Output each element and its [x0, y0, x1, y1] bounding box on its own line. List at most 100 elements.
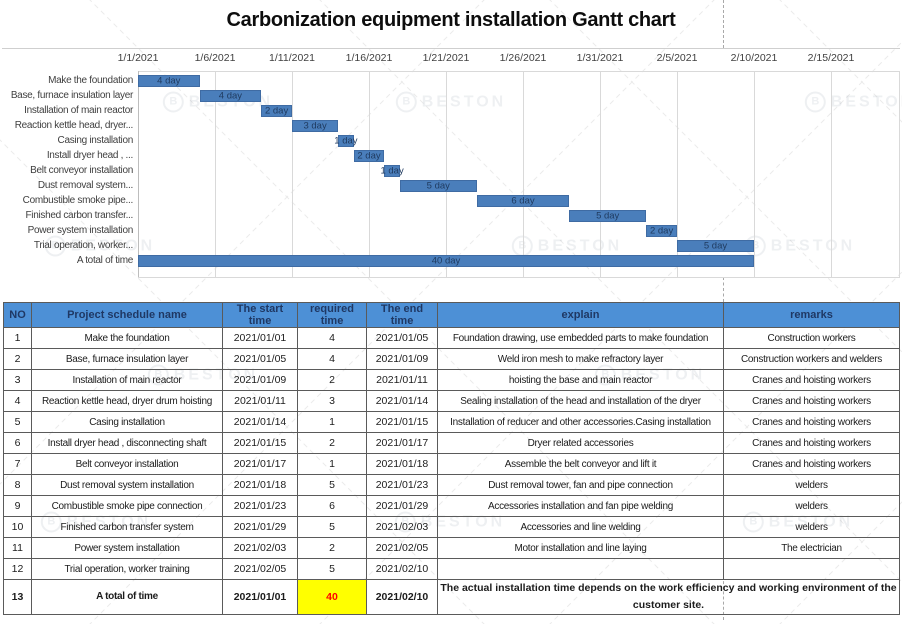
cell-explain[interactable]: Sealing installation of the head and ins…: [437, 390, 724, 412]
cell-note[interactable]: The actual installation time depends on …: [437, 579, 900, 615]
cell-remarks[interactable]: welders: [723, 474, 900, 496]
cell-explain[interactable]: Accessories installation and fan pipe we…: [437, 495, 724, 517]
cell-end-time[interactable]: 2021/01/11: [366, 369, 438, 391]
cell-project-name[interactable]: Base, furnace insulation layer: [31, 348, 223, 370]
cell-no[interactable]: 2: [3, 348, 32, 370]
gantt-bar[interactable]: [138, 254, 754, 268]
cell-no[interactable]: 9: [3, 495, 32, 517]
cell-end-time[interactable]: 2021/01/18: [366, 453, 438, 475]
cell-end-time[interactable]: 2021/02/03: [366, 516, 438, 538]
cell-end-time[interactable]: 2021/01/09: [366, 348, 438, 370]
cell-remarks[interactable]: The electrician: [723, 537, 900, 559]
cell-no[interactable]: 1: [3, 327, 32, 349]
cell-remarks[interactable]: Cranes and hoisting workers: [723, 432, 900, 454]
cell-remarks[interactable]: Cranes and hoisting workers: [723, 369, 900, 391]
cell-remarks[interactable]: [723, 558, 900, 580]
gantt-bar[interactable]: [261, 104, 292, 118]
cell-remarks[interactable]: Construction workers: [723, 327, 900, 349]
cell-end-time[interactable]: 2021/01/14: [366, 390, 438, 412]
cell-no[interactable]: 4: [3, 390, 32, 412]
cell-project-name[interactable]: Make the foundation: [31, 327, 223, 349]
cell-required-time[interactable]: 2: [297, 432, 367, 454]
cell-remarks[interactable]: welders: [723, 495, 900, 517]
cell-required-time[interactable]: 1: [297, 453, 367, 475]
cell-explain[interactable]: Foundation drawing, use embedded parts t…: [437, 327, 724, 349]
cell-remarks[interactable]: Cranes and hoisting workers: [723, 411, 900, 433]
header-explain[interactable]: explain: [437, 302, 724, 328]
cell-required-time[interactable]: 40: [297, 579, 367, 615]
cell-remarks[interactable]: Cranes and hoisting workers: [723, 453, 900, 475]
cell-project-name[interactable]: Combustible smoke pipe connection: [31, 495, 223, 517]
cell-end-time[interactable]: 2021/01/15: [366, 411, 438, 433]
cell-required-time[interactable]: 6: [297, 495, 367, 517]
gantt-bar[interactable]: [384, 164, 400, 178]
cell-end-time[interactable]: 2021/02/05: [366, 537, 438, 559]
gantt-bar[interactable]: [199, 89, 262, 103]
cell-no[interactable]: 11: [3, 537, 32, 559]
cell-end-time[interactable]: 2021/02/10: [366, 579, 438, 615]
cell-end-time[interactable]: 2021/01/17: [366, 432, 438, 454]
gantt-bar[interactable]: [292, 119, 339, 133]
cell-start-time[interactable]: 2021/01/15: [222, 432, 298, 454]
cell-required-time[interactable]: 3: [297, 390, 367, 412]
cell-start-time[interactable]: 2021/01/01: [222, 327, 298, 349]
cell-project-name[interactable]: Finished carbon transfer system: [31, 516, 223, 538]
cell-start-time[interactable]: 2021/01/05: [222, 348, 298, 370]
cell-project-name[interactable]: Casing installation: [31, 411, 223, 433]
cell-start-time[interactable]: 2021/01/11: [222, 390, 298, 412]
cell-start-time[interactable]: 2021/01/23: [222, 495, 298, 517]
cell-project-name[interactable]: Power system installation: [31, 537, 223, 559]
cell-no[interactable]: 12: [3, 558, 32, 580]
cell-required-time[interactable]: 5: [297, 558, 367, 580]
gantt-bar[interactable]: [569, 209, 647, 223]
cell-required-time[interactable]: 2: [297, 369, 367, 391]
cell-end-time[interactable]: 2021/01/29: [366, 495, 438, 517]
cell-required-time[interactable]: 4: [297, 327, 367, 349]
cell-project-name[interactable]: Reaction kettle head, dryer drum hoistin…: [31, 390, 223, 412]
cell-no[interactable]: 10: [3, 516, 32, 538]
gantt-bar[interactable]: [476, 194, 570, 208]
cell-explain[interactable]: Accessories and line welding: [437, 516, 724, 538]
cell-project-name[interactable]: Install dryer head , disconnecting shaft: [31, 432, 223, 454]
cell-explain[interactable]: Motor installation and line laying: [437, 537, 724, 559]
cell-no[interactable]: 8: [3, 474, 32, 496]
header-project-schedule-name[interactable]: Project schedule name: [31, 302, 223, 328]
cell-start-time[interactable]: 2021/01/29: [222, 516, 298, 538]
cell-required-time[interactable]: 4: [297, 348, 367, 370]
gantt-bar[interactable]: [338, 134, 354, 148]
cell-required-time[interactable]: 5: [297, 474, 367, 496]
header-remarks[interactable]: remarks: [723, 302, 900, 328]
cell-explain[interactable]: Assemble the belt conveyor and lift it: [437, 453, 724, 475]
header-no[interactable]: NO: [3, 302, 32, 328]
cell-no[interactable]: 5: [3, 411, 32, 433]
cell-explain[interactable]: [437, 558, 724, 580]
cell-project-name[interactable]: A total of time: [31, 579, 223, 615]
cell-end-time[interactable]: 2021/02/10: [366, 558, 438, 580]
cell-explain[interactable]: Installation of reducer and other access…: [437, 411, 724, 433]
cell-end-time[interactable]: 2021/01/23: [366, 474, 438, 496]
cell-project-name[interactable]: Dust removal system installation: [31, 474, 223, 496]
cell-start-time[interactable]: 2021/02/05: [222, 558, 298, 580]
cell-start-time[interactable]: 2021/01/14: [222, 411, 298, 433]
cell-required-time[interactable]: 1: [297, 411, 367, 433]
cell-remarks[interactable]: Construction workers and welders: [723, 348, 900, 370]
cell-explain[interactable]: Dust removal tower, fan and pipe connect…: [437, 474, 724, 496]
cell-project-name[interactable]: Belt conveyor installation: [31, 453, 223, 475]
cell-end-time[interactable]: 2021/01/05: [366, 327, 438, 349]
gantt-bar[interactable]: [399, 179, 477, 193]
cell-explain[interactable]: Weld iron mesh to make refractory layer: [437, 348, 724, 370]
cell-no[interactable]: 3: [3, 369, 32, 391]
cell-start-time[interactable]: 2021/01/17: [222, 453, 298, 475]
gantt-bar[interactable]: [677, 239, 754, 253]
header-end-time[interactable]: The end time: [366, 302, 438, 328]
cell-no[interactable]: 6: [3, 432, 32, 454]
header-start-time[interactable]: The start time: [222, 302, 298, 328]
cell-start-time[interactable]: 2021/01/18: [222, 474, 298, 496]
cell-remarks[interactable]: welders: [723, 516, 900, 538]
cell-no[interactable]: 13: [3, 579, 32, 615]
cell-explain[interactable]: hoisting the base and main reactor: [437, 369, 724, 391]
cell-required-time[interactable]: 2: [297, 537, 367, 559]
cell-project-name[interactable]: Trial operation, worker training: [31, 558, 223, 580]
cell-remarks[interactable]: Cranes and hoisting workers: [723, 390, 900, 412]
cell-start-time[interactable]: 2021/01/09: [222, 369, 298, 391]
